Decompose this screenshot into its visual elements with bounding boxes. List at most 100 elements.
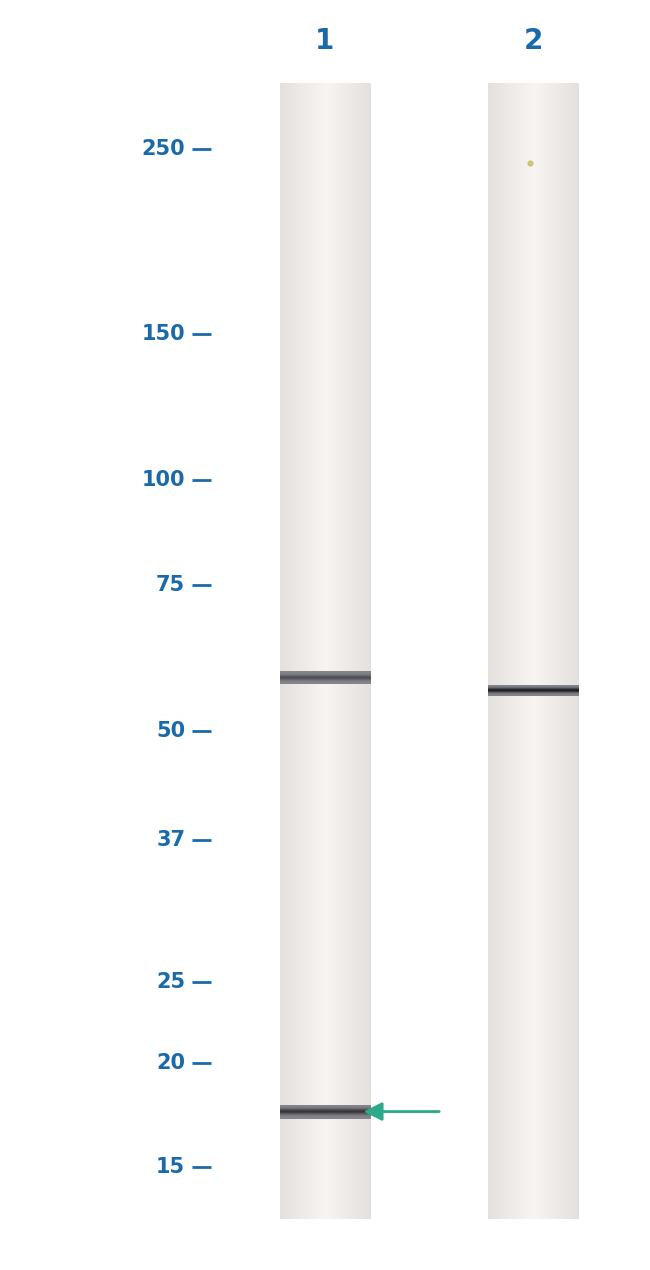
Bar (365, 83, 366, 1219)
Bar (503, 83, 504, 1219)
Bar (542, 83, 543, 1219)
Text: 15: 15 (156, 1157, 185, 1177)
Bar (315, 83, 316, 1219)
Bar (295, 83, 296, 1219)
Bar (493, 83, 494, 1219)
Bar (323, 83, 324, 1219)
Bar (564, 83, 565, 1219)
Bar (338, 83, 339, 1219)
Bar (354, 83, 355, 1219)
Bar (329, 83, 330, 1219)
Bar (514, 83, 515, 1219)
Bar (554, 83, 555, 1219)
Bar (357, 83, 358, 1219)
Bar (322, 83, 323, 1219)
Bar (548, 83, 549, 1219)
Bar (500, 83, 501, 1219)
Bar (360, 83, 361, 1219)
Bar (557, 83, 558, 1219)
Bar (532, 83, 533, 1219)
Bar (321, 83, 322, 1219)
Bar (556, 83, 557, 1219)
Bar (289, 83, 290, 1219)
Bar (525, 83, 526, 1219)
Bar (280, 83, 281, 1219)
Bar (541, 83, 542, 1219)
Bar (300, 83, 301, 1219)
Bar (529, 83, 530, 1219)
Bar (504, 83, 505, 1219)
Bar (337, 83, 338, 1219)
Bar (287, 83, 288, 1219)
Bar (530, 83, 532, 1219)
Bar (325, 83, 326, 1219)
Bar (539, 83, 540, 1219)
Bar (507, 83, 508, 1219)
Bar (567, 83, 568, 1219)
Bar (286, 83, 287, 1219)
Bar (306, 83, 307, 1219)
Bar (285, 83, 286, 1219)
Bar (310, 83, 311, 1219)
Bar (294, 83, 295, 1219)
Bar (489, 83, 490, 1219)
Bar (494, 83, 495, 1219)
Bar (562, 83, 563, 1219)
Bar (543, 83, 545, 1219)
Text: 25: 25 (156, 973, 185, 992)
Bar (363, 83, 364, 1219)
Bar (533, 83, 534, 1219)
Text: 150: 150 (142, 324, 185, 344)
Bar (330, 83, 331, 1219)
Bar (526, 83, 527, 1219)
Bar (312, 83, 313, 1219)
Bar (518, 83, 519, 1219)
Bar (304, 83, 306, 1219)
Bar (293, 83, 294, 1219)
Bar (332, 83, 333, 1219)
Bar (366, 83, 367, 1219)
Bar (317, 83, 318, 1219)
Bar (353, 83, 354, 1219)
Bar (565, 83, 566, 1219)
Bar (281, 83, 283, 1219)
Bar (577, 83, 578, 1219)
Bar (346, 83, 347, 1219)
Bar (299, 83, 300, 1219)
Bar (298, 83, 299, 1219)
Text: 75: 75 (156, 574, 185, 594)
Bar (523, 83, 524, 1219)
Bar (297, 83, 298, 1219)
Bar (549, 83, 550, 1219)
Bar (326, 83, 327, 1219)
Bar (574, 83, 575, 1219)
Bar (517, 83, 518, 1219)
Bar (302, 83, 303, 1219)
Bar (283, 83, 284, 1219)
Bar (498, 83, 499, 1219)
Bar (545, 83, 546, 1219)
Bar (538, 83, 539, 1219)
Bar (537, 83, 538, 1219)
Bar (528, 83, 529, 1219)
Bar (359, 83, 360, 1219)
Bar (351, 83, 352, 1219)
Text: 100: 100 (142, 470, 185, 490)
Bar (524, 83, 525, 1219)
Bar (510, 83, 511, 1219)
Bar (316, 83, 317, 1219)
Bar (288, 83, 289, 1219)
Bar (331, 83, 332, 1219)
Bar (334, 83, 335, 1219)
Text: 250: 250 (142, 138, 185, 159)
Bar (311, 83, 312, 1219)
Bar (570, 83, 571, 1219)
Bar (566, 83, 567, 1219)
Bar (573, 83, 574, 1219)
Bar (515, 83, 516, 1219)
Bar (367, 83, 368, 1219)
Bar (558, 83, 559, 1219)
Bar (318, 83, 319, 1219)
Bar (561, 83, 562, 1219)
Bar (320, 83, 321, 1219)
